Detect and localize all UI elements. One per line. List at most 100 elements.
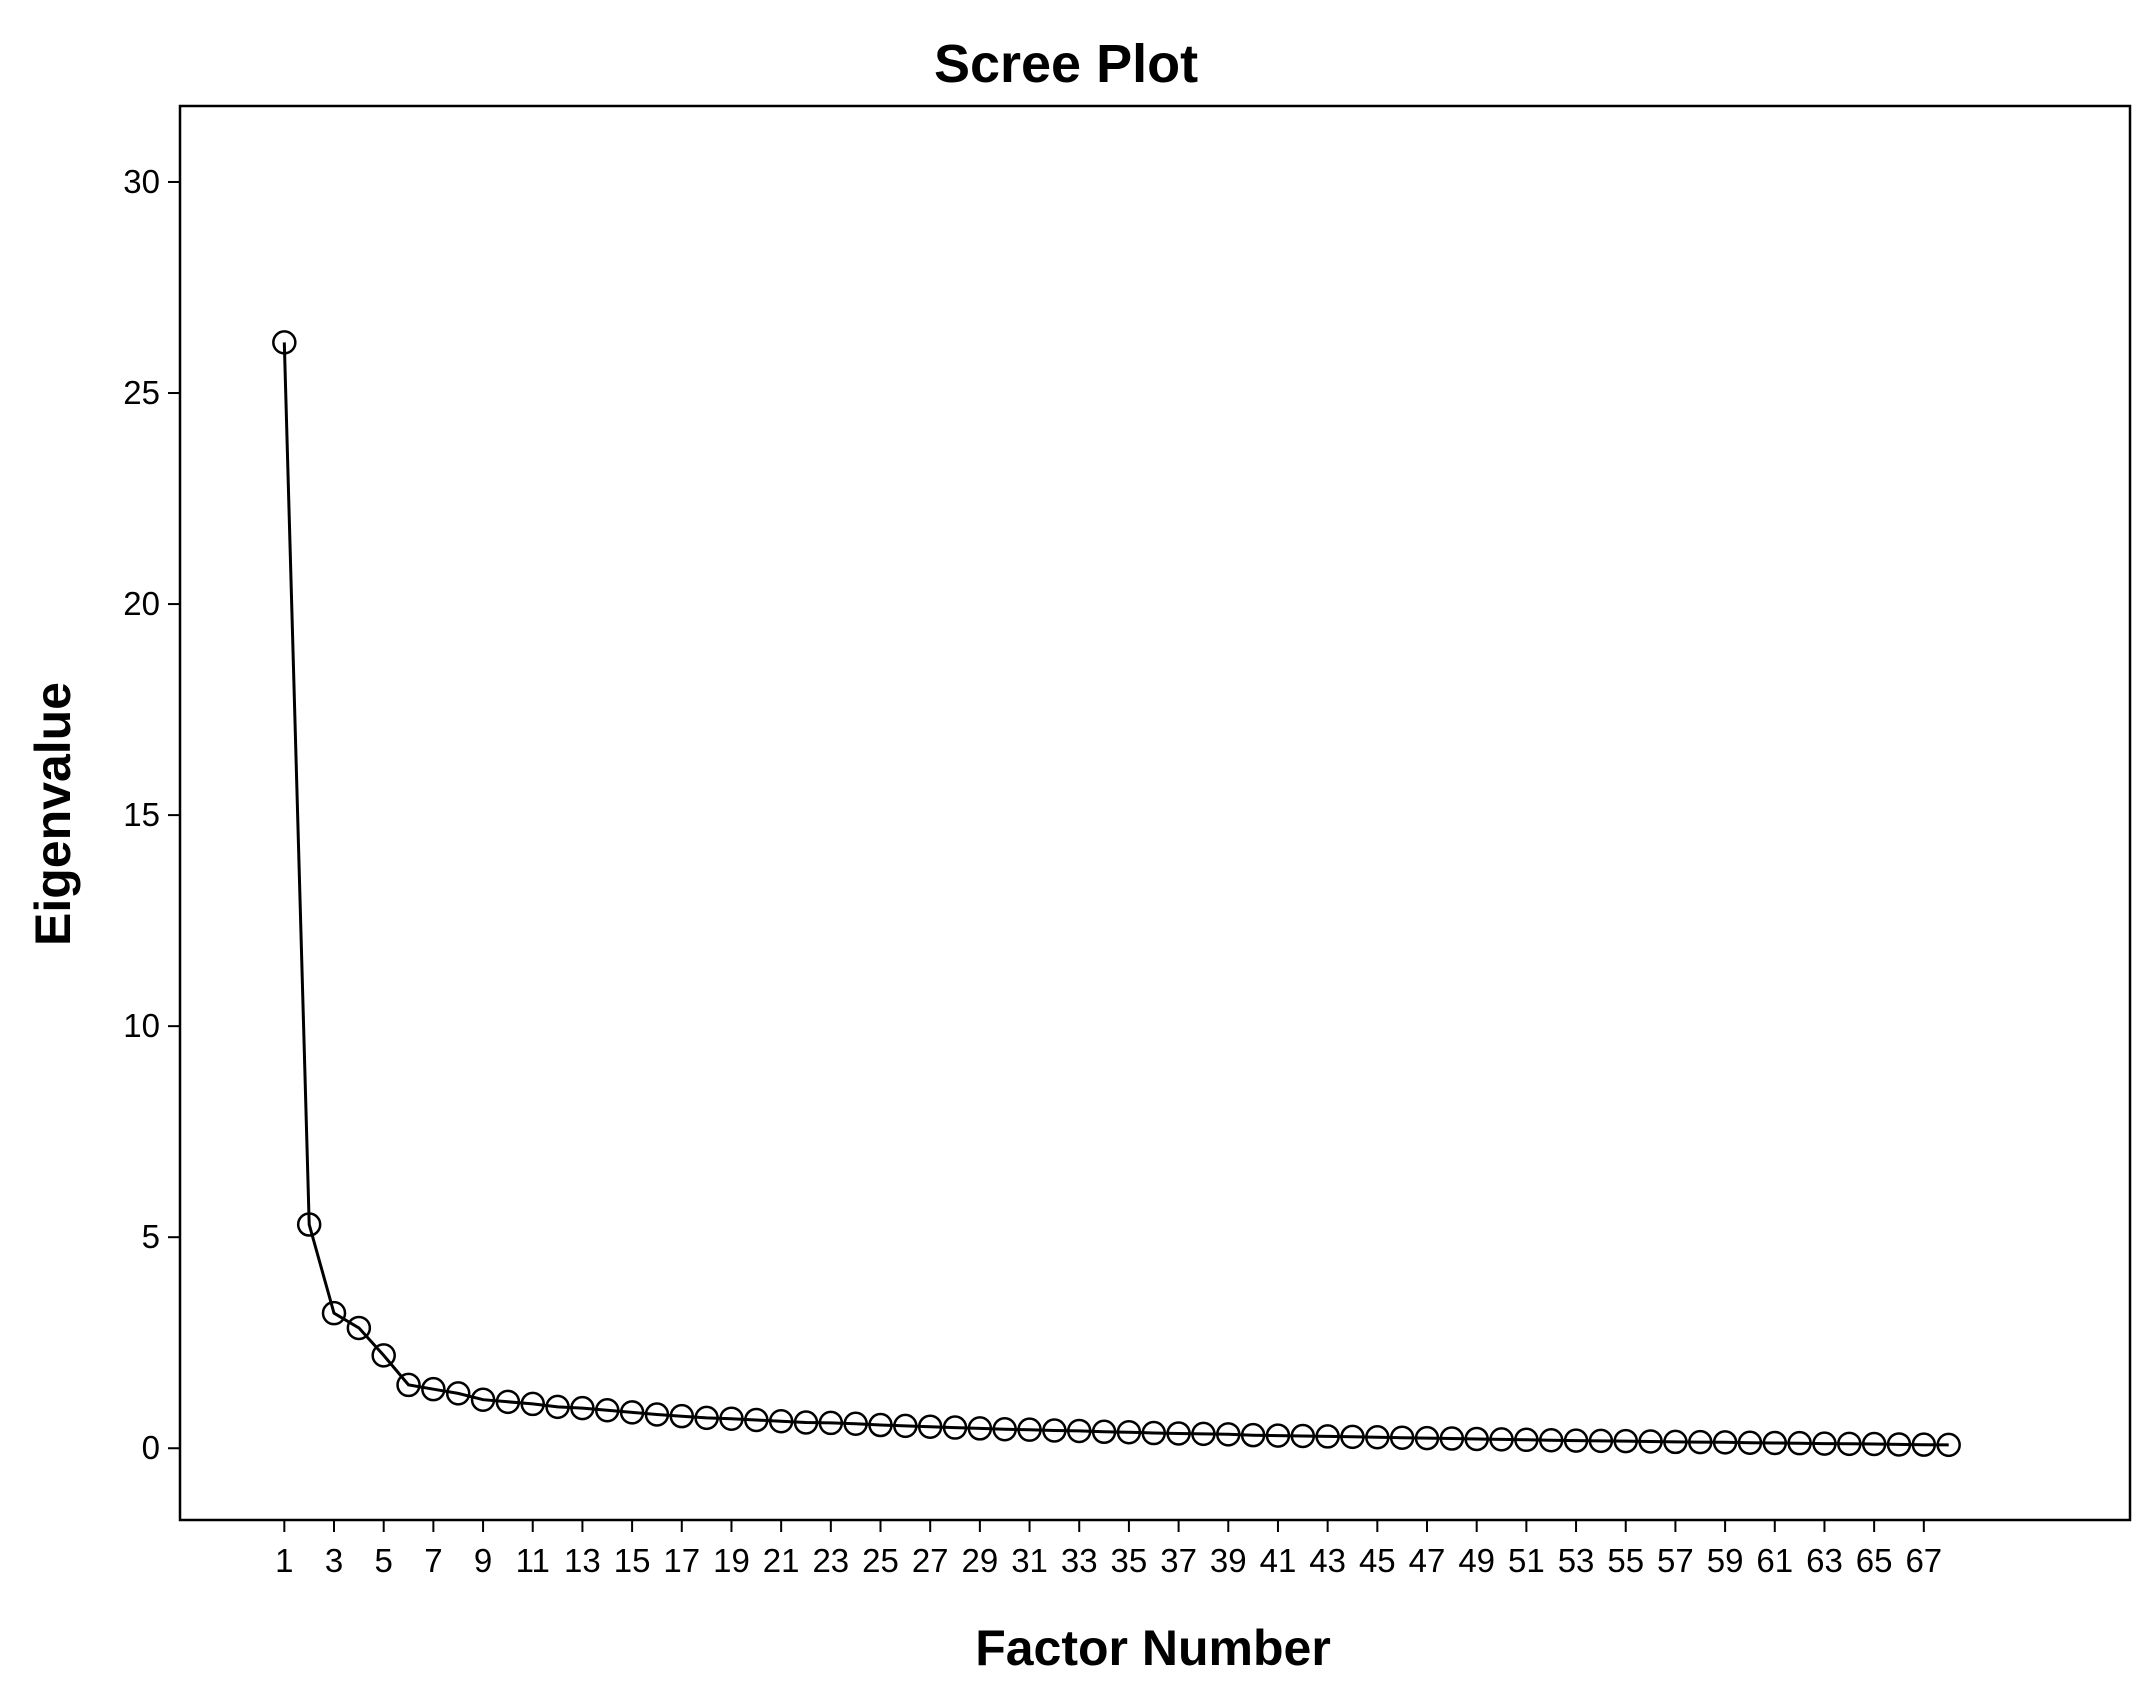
x-tick-label: 27 bbox=[912, 1542, 949, 1579]
data-point-1 bbox=[272, 330, 297, 355]
x-tick-label: 29 bbox=[962, 1542, 999, 1579]
y-tick-label: 25 bbox=[123, 374, 160, 411]
data-point-43 bbox=[1315, 1424, 1340, 1449]
data-point-53 bbox=[1563, 1428, 1589, 1453]
data-point-34 bbox=[1091, 1419, 1117, 1445]
x-tick-label: 31 bbox=[1011, 1542, 1048, 1579]
x-tick-label: 9 bbox=[474, 1542, 492, 1579]
data-point-2 bbox=[296, 1212, 322, 1237]
data-point-40 bbox=[1240, 1422, 1266, 1448]
data-point-32 bbox=[1042, 1418, 1067, 1443]
data-point-61 bbox=[1762, 1430, 1788, 1456]
data-point-41 bbox=[1265, 1423, 1291, 1448]
x-tick-label: 55 bbox=[1607, 1542, 1644, 1579]
data-point-65 bbox=[1861, 1431, 1887, 1457]
data-point-22 bbox=[793, 1410, 819, 1435]
x-tick-label: 65 bbox=[1856, 1542, 1893, 1579]
x-tick-label: 39 bbox=[1210, 1542, 1247, 1579]
x-tick-label: 15 bbox=[614, 1542, 651, 1579]
x-tick-label: 21 bbox=[763, 1542, 800, 1579]
data-point-12 bbox=[545, 1394, 570, 1420]
data-point-37 bbox=[1166, 1421, 1191, 1446]
y-tick-label: 5 bbox=[142, 1218, 160, 1255]
data-point-47 bbox=[1414, 1425, 1440, 1451]
x-tick-label: 43 bbox=[1309, 1542, 1346, 1579]
data-point-49 bbox=[1464, 1426, 1489, 1452]
data-point-15 bbox=[619, 1400, 645, 1425]
x-tick-label: 41 bbox=[1260, 1542, 1297, 1579]
data-point-16 bbox=[644, 1402, 670, 1427]
data-point-28 bbox=[942, 1415, 968, 1440]
x-tick-label: 13 bbox=[564, 1542, 601, 1579]
x-tick-label: 11 bbox=[516, 1542, 550, 1579]
data-point-51 bbox=[1514, 1427, 1539, 1453]
data-point-58 bbox=[1688, 1429, 1713, 1455]
plot-frame bbox=[178, 104, 2132, 1522]
x-tick-label: 37 bbox=[1160, 1542, 1197, 1579]
x-tick-label: 23 bbox=[812, 1542, 849, 1579]
data-point-52 bbox=[1538, 1427, 1564, 1453]
data-point-57 bbox=[1663, 1429, 1688, 1455]
x-tick-label: 51 bbox=[1508, 1542, 1545, 1579]
data-point-64 bbox=[1837, 1431, 1862, 1457]
data-point-44 bbox=[1340, 1424, 1365, 1450]
data-point-20 bbox=[744, 1407, 769, 1433]
data-point-8 bbox=[445, 1381, 471, 1406]
x-tick-label: 19 bbox=[713, 1542, 750, 1579]
y-axis-label: Eigenvalue bbox=[25, 682, 81, 946]
data-point-23 bbox=[818, 1410, 844, 1436]
data-point-48 bbox=[1439, 1426, 1465, 1451]
data-point-19 bbox=[719, 1406, 744, 1431]
data-point-62 bbox=[1787, 1430, 1812, 1456]
x-tick-label: 49 bbox=[1458, 1542, 1495, 1579]
data-point-11 bbox=[520, 1391, 545, 1417]
x-tick-label: 35 bbox=[1111, 1542, 1148, 1579]
data-point-33 bbox=[1066, 1418, 1092, 1444]
data-point-6 bbox=[396, 1372, 421, 1398]
data-point-36 bbox=[1141, 1420, 1167, 1446]
x-tick-label: 25 bbox=[862, 1542, 899, 1579]
x-tick-label: 45 bbox=[1359, 1542, 1396, 1579]
data-point-13 bbox=[570, 1395, 595, 1421]
x-tick-label: 67 bbox=[1905, 1542, 1942, 1579]
data-point-18 bbox=[694, 1405, 719, 1431]
data-point-5 bbox=[371, 1343, 396, 1368]
data-point-66 bbox=[1886, 1432, 1912, 1457]
data-point-26 bbox=[893, 1413, 918, 1439]
x-tick-label: 47 bbox=[1409, 1542, 1446, 1579]
data-point-21 bbox=[768, 1408, 794, 1434]
data-point-10 bbox=[495, 1389, 521, 1415]
data-point-55 bbox=[1613, 1428, 1638, 1454]
x-tick-label: 61 bbox=[1756, 1542, 1793, 1579]
x-tick-label: 17 bbox=[663, 1542, 700, 1579]
data-point-3 bbox=[321, 1300, 347, 1326]
x-tick-label: 5 bbox=[375, 1542, 393, 1579]
data-point-14 bbox=[595, 1398, 620, 1423]
x-tick-label: 1 bbox=[275, 1542, 293, 1579]
y-tick-label: 10 bbox=[123, 1007, 160, 1044]
data-point-46 bbox=[1389, 1425, 1415, 1450]
data-point-63 bbox=[1812, 1431, 1837, 1456]
eigenvalue-line bbox=[282, 342, 1949, 1447]
data-point-7 bbox=[421, 1376, 446, 1402]
y-tick-label: 30 bbox=[123, 163, 160, 200]
data-point-24 bbox=[843, 1411, 868, 1437]
data-point-27 bbox=[917, 1414, 943, 1439]
x-tick-label: 7 bbox=[424, 1542, 442, 1579]
x-tick-label: 3 bbox=[325, 1542, 343, 1579]
data-point-67 bbox=[1911, 1432, 1937, 1457]
data-point-17 bbox=[669, 1403, 695, 1429]
data-point-30 bbox=[992, 1417, 1017, 1442]
data-point-4 bbox=[346, 1315, 372, 1341]
data-point-54 bbox=[1588, 1428, 1614, 1454]
x-axis-label: Factor Number bbox=[975, 1620, 1331, 1676]
x-tick-label: 59 bbox=[1707, 1542, 1744, 1579]
data-point-35 bbox=[1116, 1419, 1142, 1445]
x-tick-label: 57 bbox=[1657, 1542, 1694, 1579]
data-point-31 bbox=[1017, 1417, 1042, 1442]
data-point-39 bbox=[1216, 1422, 1241, 1447]
y-tick-label: 0 bbox=[142, 1429, 160, 1466]
y-axis-ticks: 0 5 10 15 20 25 30 bbox=[123, 163, 180, 1466]
data-point-25 bbox=[868, 1412, 893, 1438]
